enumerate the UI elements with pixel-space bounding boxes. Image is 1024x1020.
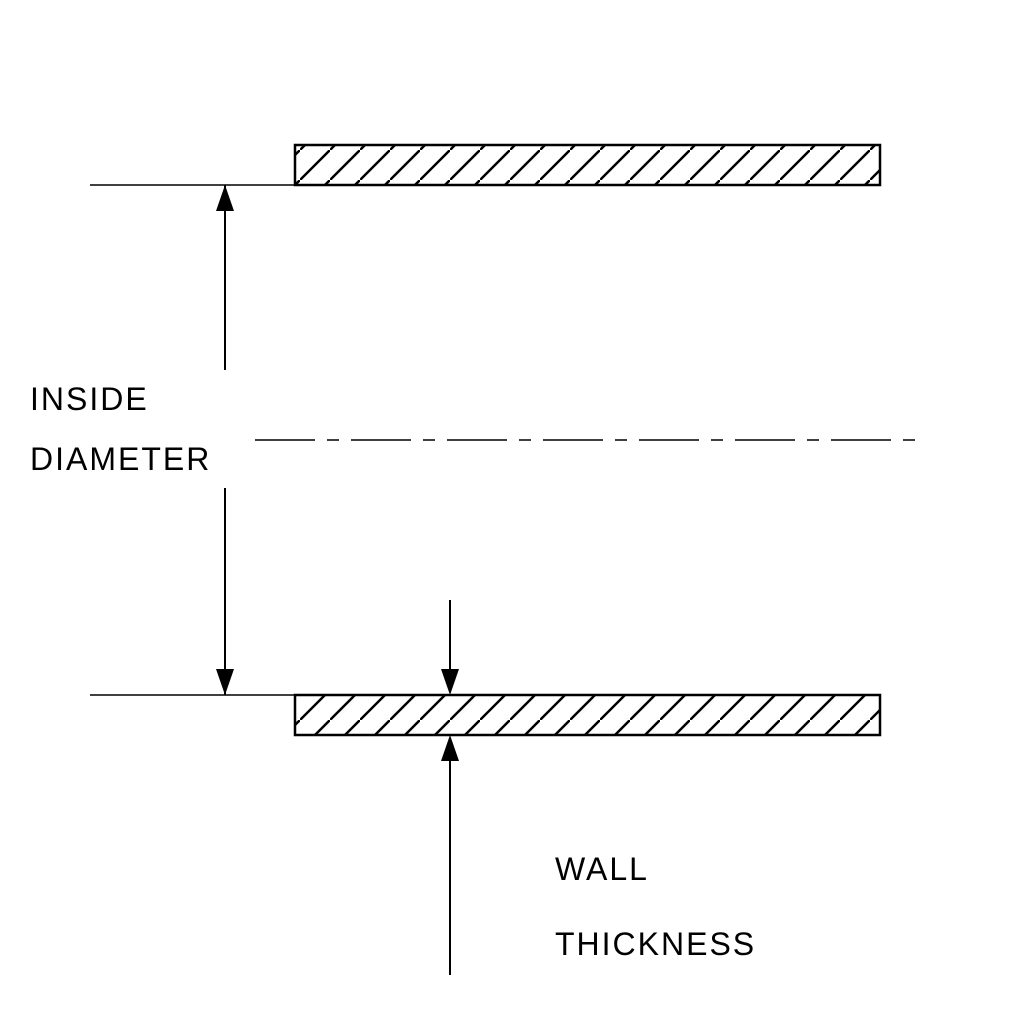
- wt-arrow-bottom: [441, 735, 459, 761]
- id-arrow-top: [216, 185, 234, 211]
- top-wall-hatch: [295, 145, 880, 185]
- inside-diameter-label-1: INSIDE: [30, 381, 149, 417]
- wall-thickness-label-2: THICKNESS: [555, 926, 756, 962]
- inside-diameter-label-2: DIAMETER: [30, 441, 211, 477]
- wall-thickness-label-1: WALL: [555, 851, 649, 887]
- wt-arrow-top: [441, 669, 459, 695]
- id-arrow-bottom: [216, 669, 234, 695]
- bottom-wall-hatch: [295, 695, 880, 735]
